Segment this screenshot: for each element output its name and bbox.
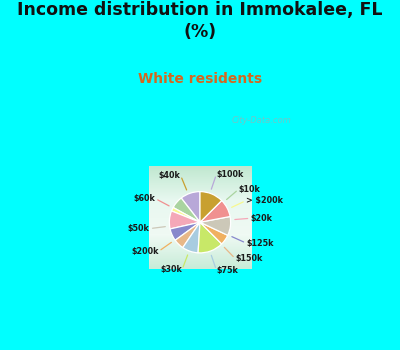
Wedge shape [173,198,200,222]
Text: $200k: $200k [131,247,159,256]
Text: $75k: $75k [216,266,238,275]
Wedge shape [200,222,228,244]
Text: $100k: $100k [216,170,244,179]
Text: $50k: $50k [128,224,150,233]
Text: $10k: $10k [238,185,260,194]
Text: $125k: $125k [246,239,274,247]
Text: City-Data.com: City-Data.com [232,116,291,125]
Wedge shape [200,217,231,235]
Text: $40k: $40k [159,171,181,180]
Text: $150k: $150k [235,254,262,263]
Text: White residents: White residents [138,72,262,86]
Wedge shape [170,222,200,240]
Wedge shape [175,222,200,247]
Wedge shape [181,191,200,222]
Text: $30k: $30k [160,265,182,274]
Text: $60k: $60k [134,194,155,203]
Text: $20k: $20k [250,214,272,223]
Wedge shape [200,201,230,222]
Wedge shape [183,222,200,253]
Wedge shape [172,208,200,222]
Wedge shape [200,191,222,222]
Wedge shape [169,211,200,229]
Text: > $200k: > $200k [246,196,283,205]
Text: Income distribution in Immokalee, FL
(%): Income distribution in Immokalee, FL (%) [17,1,383,41]
Wedge shape [198,222,222,253]
